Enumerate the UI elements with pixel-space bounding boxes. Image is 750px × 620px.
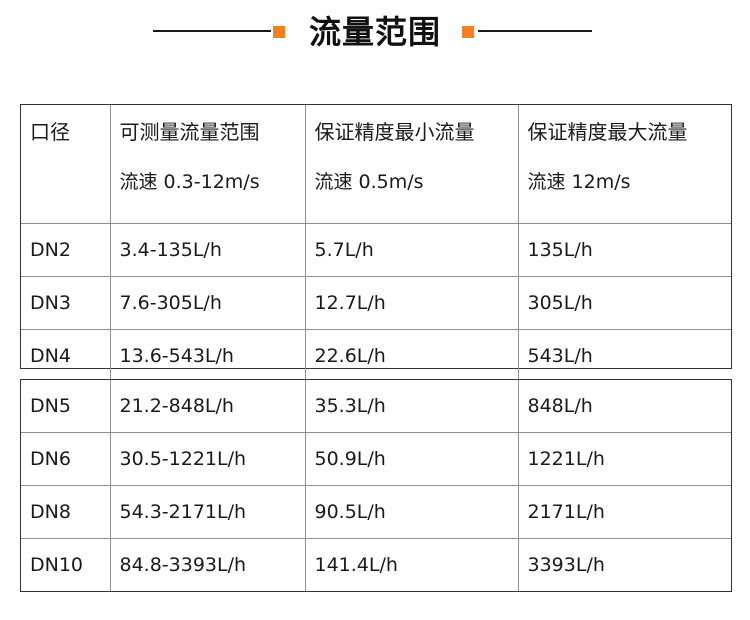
cell-min-flow: 35.3L/h (304, 380, 519, 433)
title-accent-square-left (273, 26, 285, 38)
header-range-velocity: 流速 0.3-12m/s (119, 171, 260, 193)
flow-range-table-bottom: DN5 21.2-848L/h 35.3L/h 848L/h DN6 30.5-… (20, 379, 732, 592)
cell-range: 21.2-848L/h (109, 380, 306, 433)
header-min-velocity: 流速 0.5m/s (314, 171, 424, 193)
header-max-velocity: 流速 12m/s (527, 171, 631, 193)
page-title: 流量范围 (308, 13, 441, 51)
table-row: DN2 3.4-135L/h 5.7L/h 135L/h (21, 223, 731, 277)
cell-min-flow: 90.5L/h (304, 485, 519, 539)
table-header-row: 口径 可测量流量范围 流速 0.3-12m/s 保证精度最小流量 流速 0.5m… (21, 105, 731, 224)
title-divider-right (478, 30, 592, 32)
table-row: DN6 30.5-1221L/h 50.9L/h 1221L/h (21, 432, 731, 486)
cell-range: 7.6-305L/h (109, 276, 306, 330)
cell-min-flow: 22.6L/h (304, 329, 519, 382)
header-min-label: 保证精度最小流量 (314, 120, 475, 144)
cell-range: 13.6-543L/h (109, 329, 306, 382)
header-size-label: 口径 (30, 120, 70, 144)
cell-max-flow: 2171L/h (517, 485, 731, 539)
cell-max-flow: 1221L/h (517, 432, 731, 486)
cell-size: DN5 (21, 380, 111, 433)
header-cell-max: 保证精度最大流量 流速 12m/s (517, 105, 731, 224)
cell-size: DN3 (21, 276, 111, 330)
cell-min-flow: 141.4L/h (304, 538, 519, 591)
cell-range: 54.3-2171L/h (109, 485, 306, 539)
cell-size: DN2 (21, 223, 111, 277)
cell-max-flow: 848L/h (517, 380, 731, 433)
cell-max-flow: 305L/h (517, 276, 731, 330)
cell-max-flow: 543L/h (517, 329, 731, 382)
flow-range-table-top: 口径 可测量流量范围 流速 0.3-12m/s 保证精度最小流量 流速 0.5m… (20, 104, 732, 382)
header-max-label: 保证精度最大流量 (527, 120, 688, 144)
cell-min-flow: 12.7L/h (304, 276, 519, 330)
header-cell-range: 可测量流量范围 流速 0.3-12m/s (109, 105, 306, 224)
table-row: DN10 84.8-3393L/h 141.4L/h 3393L/h (21, 538, 731, 591)
cell-max-flow: 3393L/h (517, 538, 731, 591)
cell-size: DN8 (21, 485, 111, 539)
section-title: 流量范围 (0, 0, 750, 68)
cell-range: 3.4-135L/h (109, 223, 306, 277)
table-row: DN8 54.3-2171L/h 90.5L/h 2171L/h (21, 485, 731, 539)
table-row: DN4 13.6-543L/h 22.6L/h 543L/h (21, 329, 731, 382)
cell-min-flow: 5.7L/h (304, 223, 519, 277)
cell-size: DN4 (21, 329, 111, 382)
header-cell-min: 保证精度最小流量 流速 0.5m/s (304, 105, 519, 224)
title-accent-square-right (462, 26, 474, 38)
cell-range: 30.5-1221L/h (109, 432, 306, 486)
cell-min-flow: 50.9L/h (304, 432, 519, 486)
header-range-label: 可测量流量范围 (119, 120, 260, 144)
title-divider-left (153, 30, 271, 32)
table-row: DN5 21.2-848L/h 35.3L/h 848L/h (21, 380, 731, 433)
header-cell-size: 口径 (21, 105, 111, 224)
cell-size: DN10 (21, 538, 111, 591)
cell-size: DN6 (21, 432, 111, 486)
table-row: DN3 7.6-305L/h 12.7L/h 305L/h (21, 276, 731, 330)
cell-max-flow: 135L/h (517, 223, 731, 277)
cell-range: 84.8-3393L/h (109, 538, 306, 591)
